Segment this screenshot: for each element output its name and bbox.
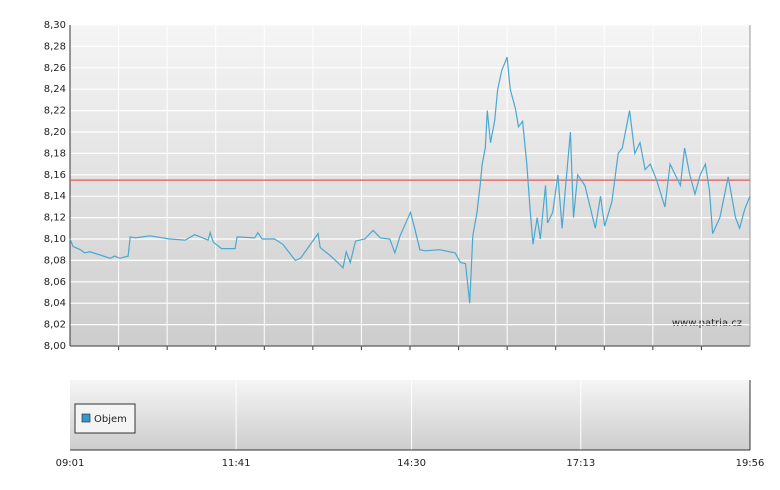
legend-label: Objem: [94, 414, 127, 425]
watermark: www.patria.cz: [672, 318, 742, 329]
y-tick-label: 8,04: [44, 298, 66, 309]
x-tick-label: 09:01: [56, 458, 85, 469]
y-tick-label: 8,02: [44, 320, 66, 331]
y-tick-label: 8,20: [44, 127, 66, 138]
y-tick-label: 8,24: [44, 84, 66, 95]
y-tick-label: 8,26: [44, 63, 66, 74]
volume-panel: [70, 380, 750, 450]
x-tick-label: 11:41: [222, 458, 251, 469]
price-line: [69, 56, 751, 304]
y-tick-label: 8,22: [44, 106, 66, 117]
y-tick-label: 8,10: [44, 234, 66, 245]
legend-swatch: [81, 413, 91, 423]
y-tick-label: 8,00: [44, 341, 66, 352]
y-tick-label: 8,14: [44, 191, 66, 202]
y-tick-label: 8,06: [44, 277, 66, 288]
y-tick-label: 8,12: [44, 213, 66, 224]
y-tick-label: 8,30: [44, 20, 66, 31]
x-tick-label: 14:30: [397, 458, 426, 469]
y-tick-label: 8,18: [44, 148, 66, 159]
x-tick-label: 19:56: [736, 458, 765, 469]
y-tick-label: 8,16: [44, 170, 66, 181]
y-tick-label: 8,08: [44, 255, 66, 266]
x-tick-label: 17:13: [566, 458, 595, 469]
y-tick-label: 8,28: [44, 41, 66, 52]
